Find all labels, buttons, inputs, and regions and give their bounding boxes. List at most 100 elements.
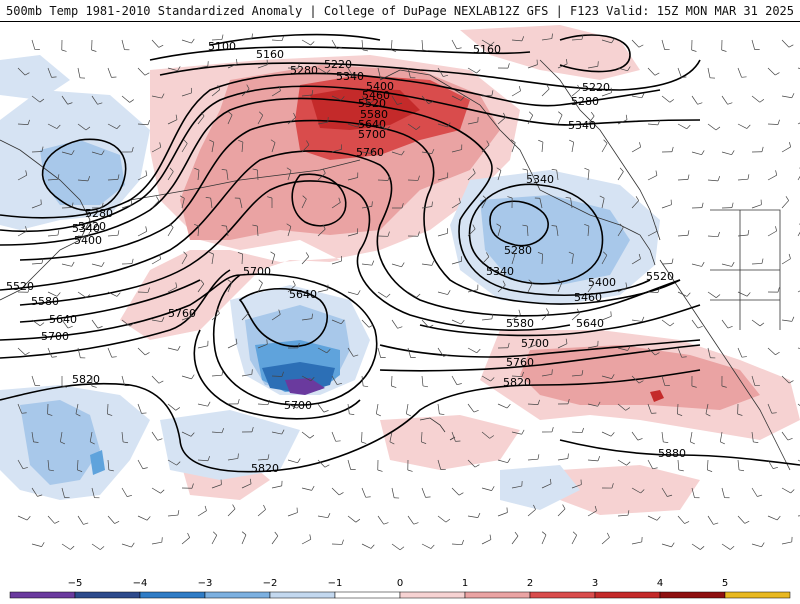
wind-barb-flag	[325, 465, 329, 467]
wind-barb-flag	[192, 375, 195, 379]
wind-barb	[332, 261, 342, 264]
wind-barb-flag	[788, 438, 793, 440]
wind-barb	[648, 124, 658, 125]
wind-barb	[722, 264, 732, 266]
wind-barb-flag	[117, 293, 120, 297]
wind-barb-flag	[446, 519, 450, 522]
wind-barb	[332, 432, 336, 441]
contour-label-5340: 5340	[526, 173, 554, 186]
wind-barb-flag	[400, 547, 404, 550]
wind-barb	[392, 320, 398, 328]
wind-barb-flag	[685, 521, 690, 523]
wind-barb-flag	[663, 442, 668, 443]
wind-barb	[572, 432, 582, 433]
contour-label-5340: 5340	[568, 119, 596, 132]
wind-barb-flag	[178, 510, 179, 515]
wind-barb	[62, 264, 72, 266]
wind-barb	[258, 404, 268, 405]
wind-barb	[738, 516, 745, 523]
wind-barb-flag	[178, 346, 180, 350]
wind-barb	[708, 516, 713, 524]
wind-barb-flag	[477, 349, 480, 353]
wind-barb-flag	[310, 534, 311, 539]
wind-barb-flag	[92, 386, 97, 387]
wind-barb-flag	[757, 495, 762, 496]
wind-barb	[572, 535, 577, 544]
wind-barb	[648, 516, 657, 520]
wind-barb	[528, 459, 538, 460]
wind-barb-flag	[118, 230, 119, 235]
contour-label-5280: 5280	[571, 95, 599, 108]
wind-barb-flag	[748, 230, 749, 235]
contour-label-5640: 5640	[576, 317, 604, 330]
wind-barb-flag	[552, 169, 557, 170]
wind-barb	[318, 516, 328, 518]
wind-barb-flag	[690, 442, 695, 444]
wind-barb-flag	[475, 465, 479, 467]
wind-barb-flag	[242, 532, 246, 535]
wind-barb	[618, 460, 627, 465]
wind-barb-flag	[58, 230, 59, 235]
wind-barb-flag	[372, 261, 374, 266]
wind-barb	[618, 172, 623, 180]
wind-barb-flag	[626, 115, 627, 120]
wind-barb	[198, 404, 208, 406]
wind-barb	[438, 233, 448, 236]
wind-barb	[662, 263, 672, 264]
wind-barb-flag	[762, 543, 765, 547]
contour-label-5760: 5760	[168, 307, 196, 320]
wind-barb-flag	[406, 414, 411, 416]
wind-barb	[422, 40, 423, 50]
wind-barb	[302, 40, 311, 45]
wind-barb-flag	[552, 427, 553, 432]
wind-barb-flag	[148, 120, 150, 125]
wind-barb	[182, 376, 192, 379]
wind-barb	[662, 432, 663, 442]
wind-barb-flag	[127, 495, 132, 496]
colorbar-tick-label: 4	[657, 578, 663, 589]
wind-barb-flag	[371, 545, 374, 549]
wind-barb-flag	[679, 470, 684, 471]
wind-barb	[198, 511, 207, 516]
wind-barb-flag	[760, 99, 764, 102]
wind-barb-flag	[792, 93, 794, 98]
wind-barb-flag	[688, 175, 689, 180]
wind-barb	[648, 68, 655, 75]
wind-barb-flag	[298, 459, 301, 463]
wind-barb	[18, 516, 27, 520]
wind-barb-flag	[205, 506, 206, 511]
wind-barb	[152, 432, 158, 440]
wind-barb	[318, 290, 328, 292]
wind-barb	[722, 488, 725, 498]
wind-barb-flag	[522, 430, 524, 434]
wind-barb	[468, 516, 478, 518]
wind-barb	[258, 509, 266, 516]
wind-barb-flag	[568, 454, 569, 459]
wind-barb-flag	[670, 323, 674, 326]
wind-barb	[708, 292, 716, 298]
wind-barb-flag	[83, 523, 88, 524]
us-state-lines	[710, 210, 780, 330]
wind-barb-flag	[728, 103, 733, 105]
wind-barb-flag	[573, 532, 577, 535]
wind-barb-flag	[238, 399, 239, 404]
wind-barb	[408, 516, 414, 524]
wind-barb-flag	[718, 232, 720, 237]
wind-barb-flag	[213, 532, 217, 535]
colorbar-tick-label: 3	[592, 578, 598, 589]
wind-barb	[678, 124, 687, 129]
wind-barb	[78, 516, 83, 524]
wind-barb-flag	[146, 226, 147, 231]
wind-barb-flag	[112, 357, 117, 358]
wind-barb	[752, 40, 755, 50]
wind-barb-flag	[312, 486, 314, 490]
anomaly-map[interactable]: 5100516051605220522052205280528052805280…	[0, 22, 800, 572]
wind-barb	[752, 488, 757, 496]
wind-barb	[408, 348, 411, 358]
wind-barb-flag	[638, 438, 643, 440]
wind-barb	[302, 539, 311, 544]
wind-barb-flag	[311, 42, 315, 45]
wind-barb	[362, 488, 366, 497]
